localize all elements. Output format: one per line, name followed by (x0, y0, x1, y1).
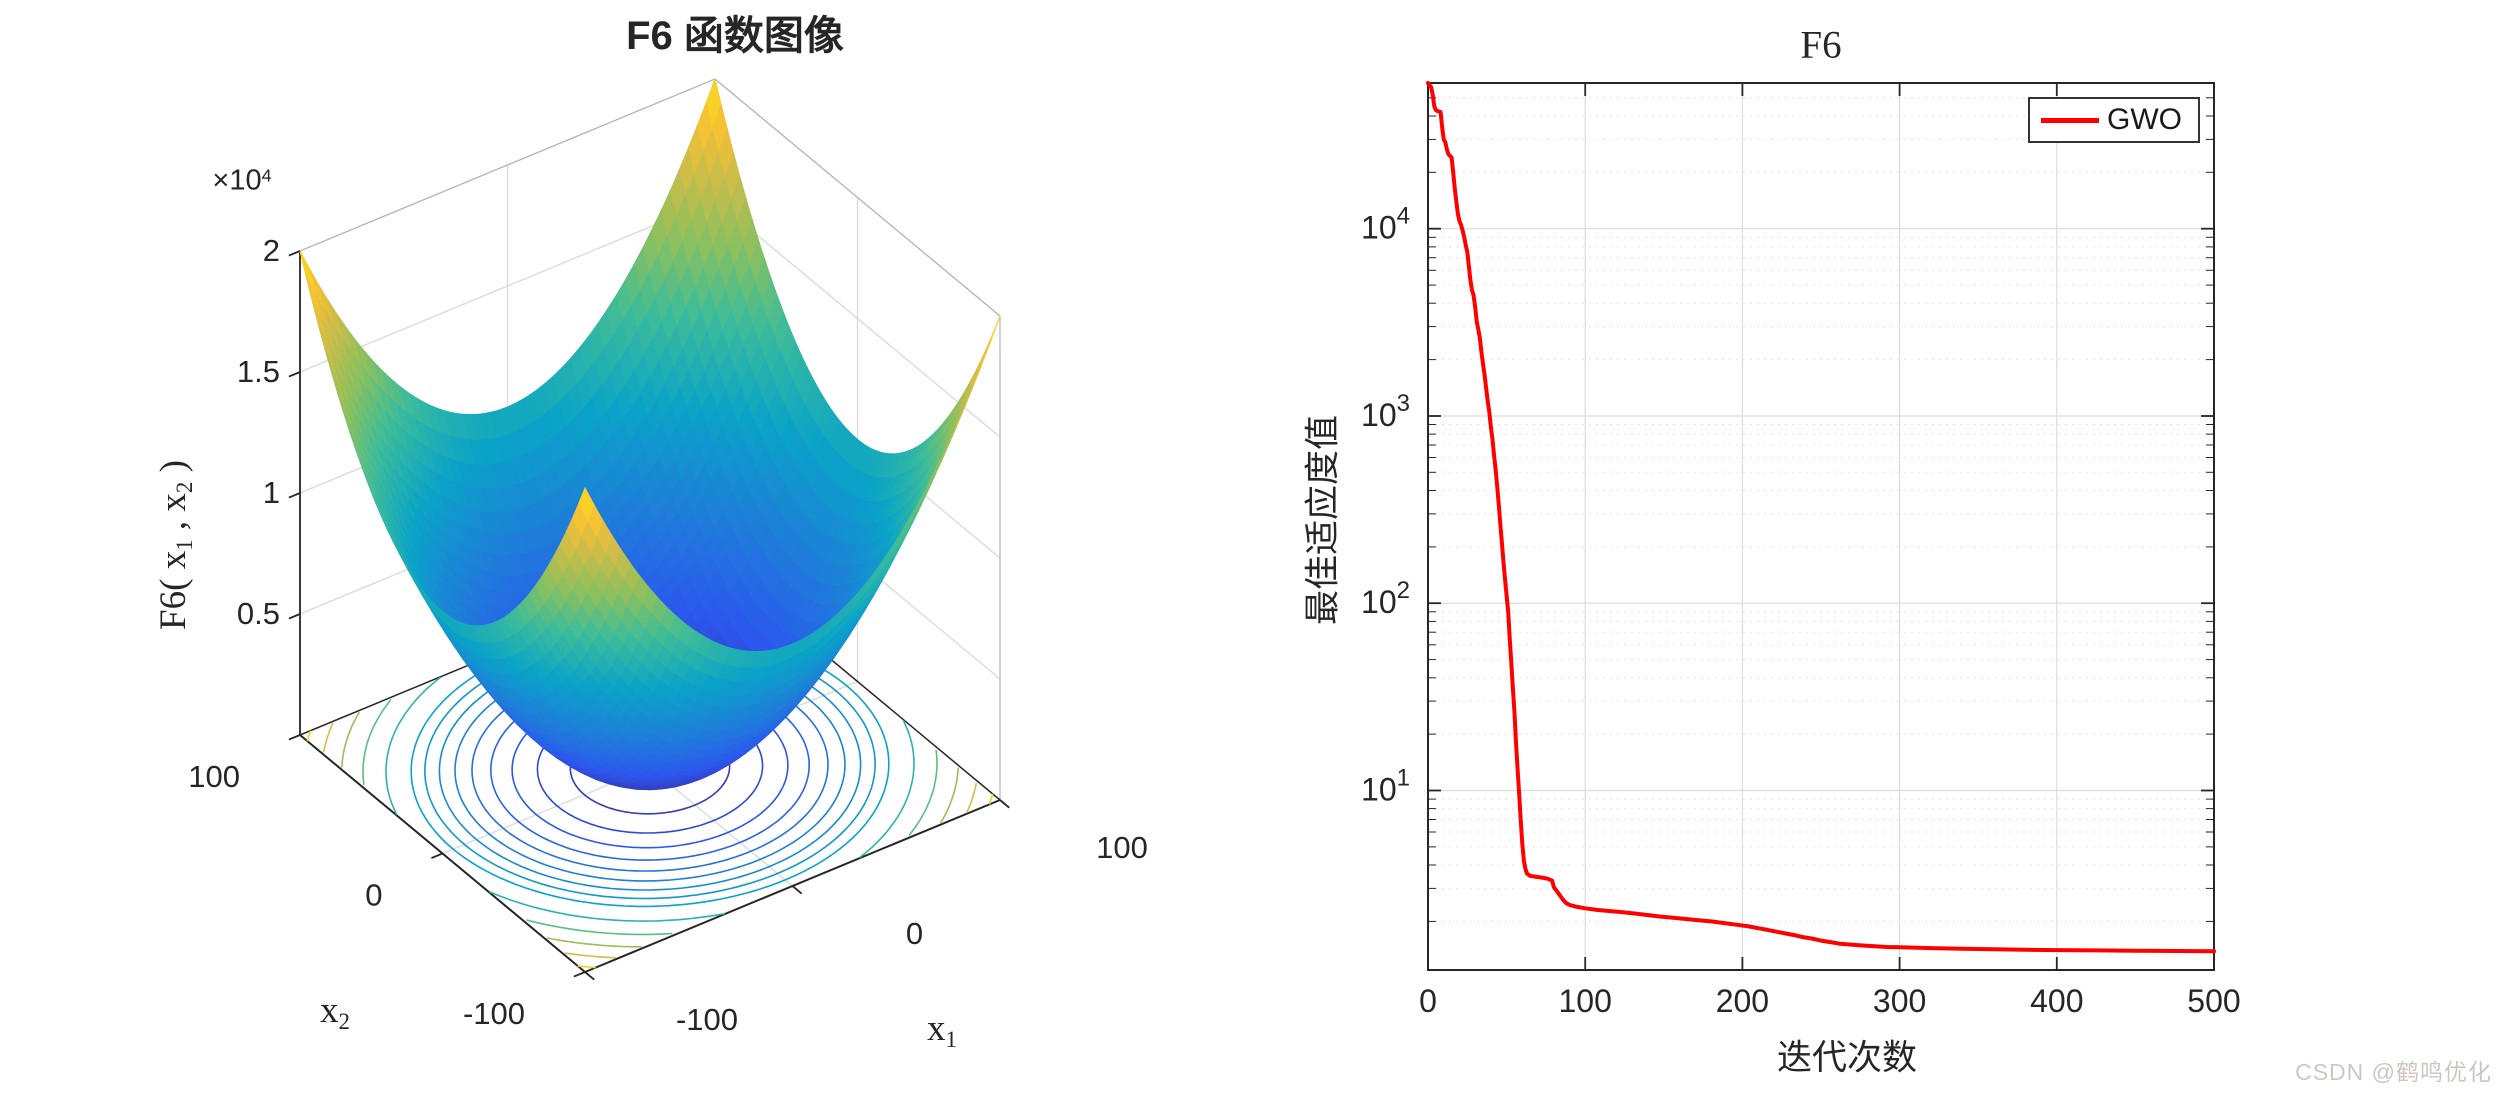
svg-text:100: 100 (188, 759, 240, 794)
svg-text:-100: -100 (463, 996, 525, 1031)
surface-plot-canvas: 0.5 1 1.5 2 -100 0 100 -100 0 100 (188, 77, 1148, 1037)
z-axis-label: F6( x1 , x2 ) (153, 460, 197, 630)
svg-text:0: 0 (906, 916, 923, 951)
legend-line-swatch-gwo (2041, 117, 2099, 123)
z-axis-exponent-label: ×104 (212, 164, 272, 197)
surface-plot-title: F6 函数图像 (626, 14, 844, 58)
convergence-plot-canvas: 0 100 200 300 400 500 101 102 103 104 (1361, 81, 2241, 1019)
svg-text:200: 200 (1716, 983, 1769, 1019)
convergence-plot-panel: 0 100 200 300 400 500 101 102 103 104 F6 最佳适应度值 迭… (1250, 0, 2500, 1094)
svg-text:0.5: 0.5 (237, 596, 280, 631)
svg-text:102: 102 (1361, 577, 1410, 620)
watermark: CSDN @鹤鸣优化 (2295, 1059, 2492, 1085)
svg-text:0: 0 (1419, 983, 1437, 1019)
y-axis-label-x2: x2 (320, 990, 350, 1034)
svg-text:2: 2 (263, 233, 280, 268)
convergence-x-axis-label: 迭代次数 (1776, 1038, 1918, 1078)
svg-text:300: 300 (1873, 983, 1926, 1019)
svg-text:103: 103 (1361, 390, 1410, 433)
svg-text:104: 104 (1361, 203, 1410, 246)
legend-label-gwo: GWO (2107, 103, 2182, 136)
svg-text:101: 101 (1361, 765, 1410, 808)
x-axis-label-x1: x1 (927, 1008, 957, 1052)
svg-text:400: 400 (2030, 983, 2083, 1019)
surface-plot-panel: 0.5 1 1.5 2 -100 0 100 -100 0 100 F6 函数图像 ×104 F6… (153, 14, 1148, 1052)
svg-text:1.5: 1.5 (237, 354, 280, 389)
svg-text:100: 100 (1096, 830, 1148, 865)
svg-text:0: 0 (365, 878, 382, 913)
svg-text:500: 500 (2187, 983, 2240, 1019)
convergence-plot-title: F6 (1800, 23, 1842, 67)
svg-text:1: 1 (263, 475, 280, 510)
convergence-y-axis-label: 最佳适应度值 (1303, 414, 1343, 626)
svg-text:-100: -100 (676, 1002, 738, 1037)
svg-text:100: 100 (1559, 983, 1612, 1019)
legend: GWO (2028, 97, 2200, 143)
